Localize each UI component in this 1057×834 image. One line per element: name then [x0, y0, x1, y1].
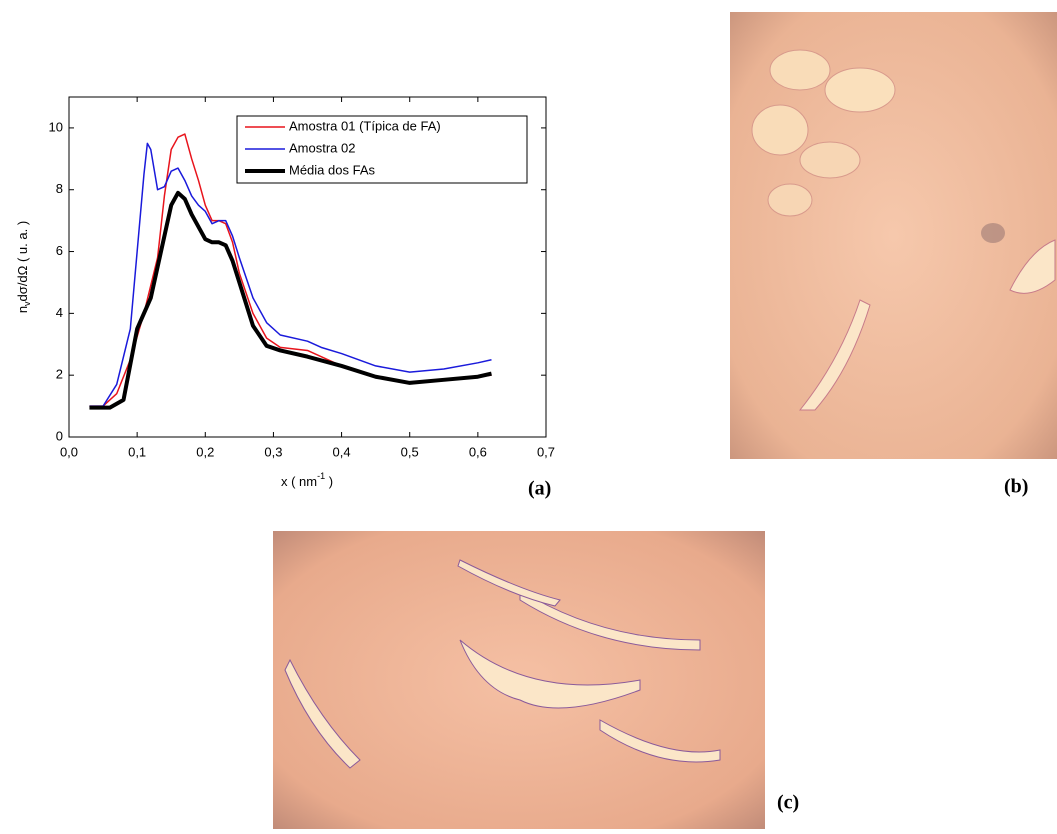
- data-line: [89, 142, 492, 407]
- y-tick-label: 2: [56, 367, 63, 382]
- legend-label: Média dos FAs: [289, 162, 375, 177]
- y-axis-label: nvdσ/dΩ ( u. a. ): [15, 221, 32, 313]
- x-tick-label: 0,0: [60, 444, 78, 459]
- data-line: [89, 190, 492, 410]
- x-tick-label: 0,2: [196, 444, 214, 459]
- micrograph-b: [730, 12, 1057, 459]
- y-tick-label: 0: [56, 428, 63, 443]
- x-tick-label: 0,7: [537, 444, 555, 459]
- micrograph-c: [273, 531, 765, 829]
- x-tick-label: 0,1: [128, 444, 146, 459]
- y-tick-label: 4: [56, 305, 63, 320]
- legend-label: Amostra 01 (Típica de FA): [289, 118, 441, 133]
- y-tick-label: 10: [49, 119, 63, 134]
- y-tick-label: 6: [56, 243, 63, 258]
- y-tick-label: 8: [56, 181, 63, 196]
- panel-label: (a): [528, 478, 551, 500]
- plot-frame: [68, 96, 547, 438]
- x-tick-label: 0,4: [333, 444, 351, 459]
- legend-box: [236, 115, 528, 184]
- x-tick-label: 0,6: [469, 444, 487, 459]
- x-axis-label: x ( nm-1 ): [281, 471, 333, 489]
- panel-label: (c): [777, 792, 799, 814]
- x-tick-label: 0,5: [401, 444, 419, 459]
- legend-label: Amostra 02: [289, 140, 355, 155]
- panel-label: (b): [1004, 476, 1028, 498]
- x-tick-label: 0,3: [264, 444, 282, 459]
